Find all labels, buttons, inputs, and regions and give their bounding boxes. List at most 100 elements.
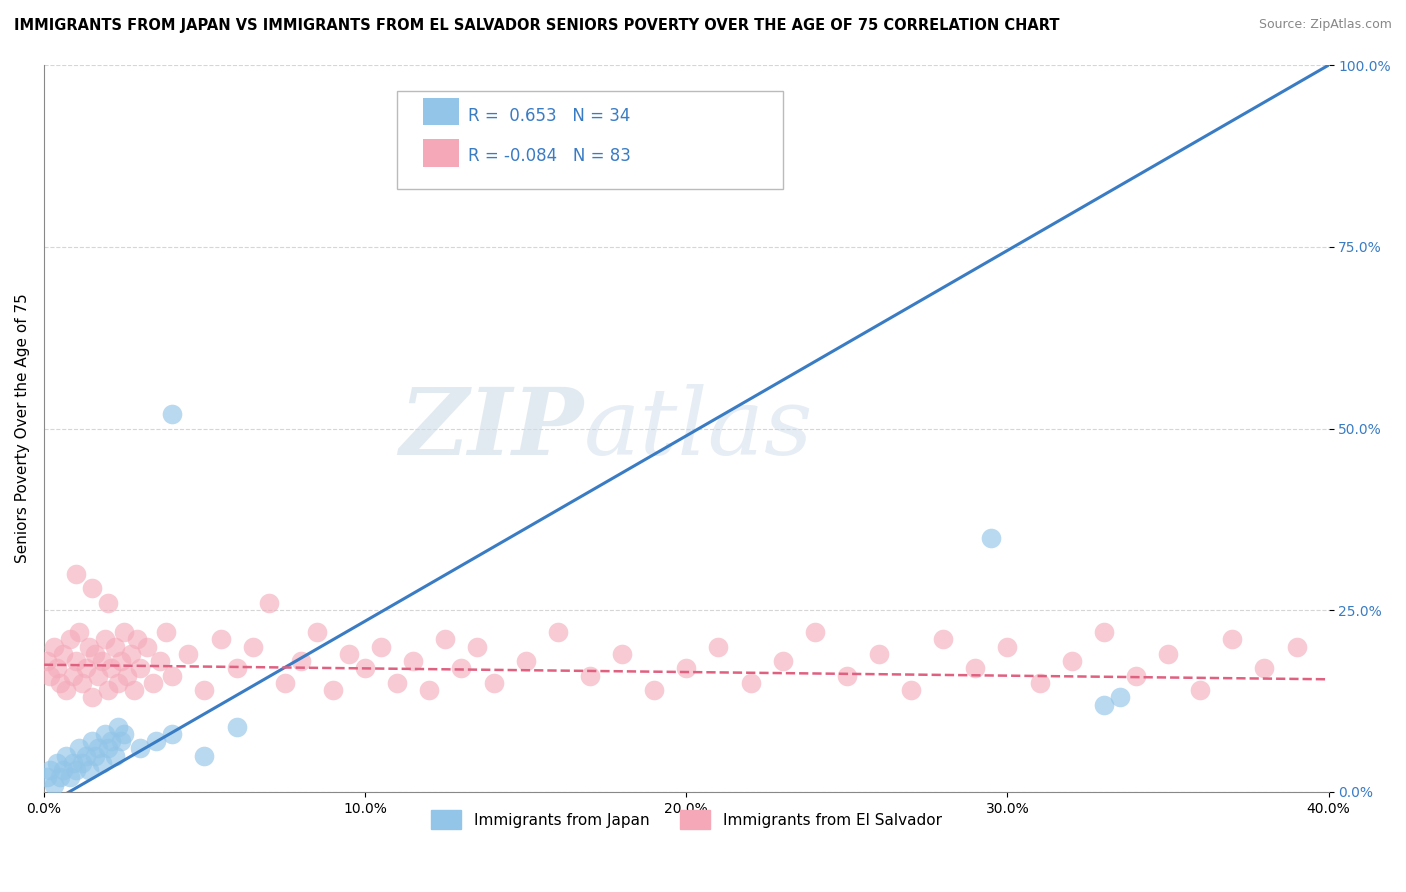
Point [1028,676,1050,690]
Point [467,640,489,654]
Point [322,683,344,698]
Point [1108,690,1130,705]
Point [103,748,125,763]
Point [675,661,697,675]
Point [65,566,87,581]
Point [434,632,457,647]
Point [94,727,117,741]
Point [515,654,537,668]
Point [125,632,148,647]
Text: ZIP: ZIP [399,384,583,474]
Point [62,756,84,770]
Point [97,683,120,698]
Text: Source: ZipAtlas.com: Source: ZipAtlas.com [1258,18,1392,31]
Point [354,661,377,675]
Point [55,748,77,763]
Point [803,625,825,640]
Point [772,654,794,668]
Point [49,771,72,785]
Point [94,632,117,647]
Point [35,654,58,668]
Point [193,683,215,698]
Text: IMMIGRANTS FROM JAPAN VS IMMIGRANTS FROM EL SALVADOR SENIORS POVERTY OVER THE AG: IMMIGRANTS FROM JAPAN VS IMMIGRANTS FROM… [14,18,1060,33]
Text: atlas: atlas [583,384,813,474]
Point [65,763,87,777]
Point [90,756,112,770]
Point [579,668,602,682]
Point [135,640,157,654]
Point [100,734,122,748]
Point [35,771,58,785]
Point [290,654,312,668]
Point [112,625,135,640]
Point [129,741,152,756]
Point [80,690,103,705]
Point [122,683,145,698]
Point [120,647,142,661]
Point [117,668,139,682]
Point [387,676,409,690]
Point [1253,661,1275,675]
Point [1092,625,1115,640]
Point [547,625,569,640]
Point [90,654,112,668]
Point [932,632,955,647]
Point [402,654,425,668]
Point [162,668,184,682]
Point [103,640,125,654]
Point [45,756,67,770]
Point [58,771,80,785]
Point [107,720,129,734]
Point [42,778,65,792]
Point [868,647,890,661]
Point [965,661,987,675]
Point [980,531,1002,545]
Point [1125,668,1147,682]
Point [225,661,247,675]
Point [193,748,215,763]
Point [72,756,94,770]
Point [257,596,280,610]
Point [42,640,65,654]
Point [67,625,90,640]
Point [52,647,75,661]
Point [1060,654,1083,668]
Point [110,734,132,748]
Point [900,683,922,698]
Point [242,640,264,654]
Point [87,668,110,682]
Point [62,668,84,682]
Point [337,647,360,661]
Point [80,582,103,596]
Point [75,661,97,675]
Legend: Immigrants from Japan, Immigrants from El Salvador: Immigrants from Japan, Immigrants from E… [425,805,948,835]
Bar [423,98,458,126]
Point [112,727,135,741]
Point [72,676,94,690]
Point [225,720,247,734]
Point [129,661,152,675]
Point [1092,698,1115,712]
Point [97,596,120,610]
Point [87,741,110,756]
Point [1285,640,1308,654]
Point [274,676,297,690]
Point [142,676,165,690]
Y-axis label: Seniors Poverty Over the Age of 75: Seniors Poverty Over the Age of 75 [15,293,30,564]
Point [209,632,232,647]
Point [75,748,97,763]
Point [1189,683,1212,698]
Point [482,676,505,690]
Text: R = -0.084   N = 83: R = -0.084 N = 83 [468,147,631,165]
Point [1157,647,1180,661]
Point [84,748,107,763]
Point [162,407,184,421]
Point [418,683,440,698]
Point [45,661,67,675]
Point [100,661,122,675]
Bar [423,139,458,167]
Point [835,668,858,682]
Point [52,763,75,777]
Point [84,647,107,661]
Point [77,763,100,777]
